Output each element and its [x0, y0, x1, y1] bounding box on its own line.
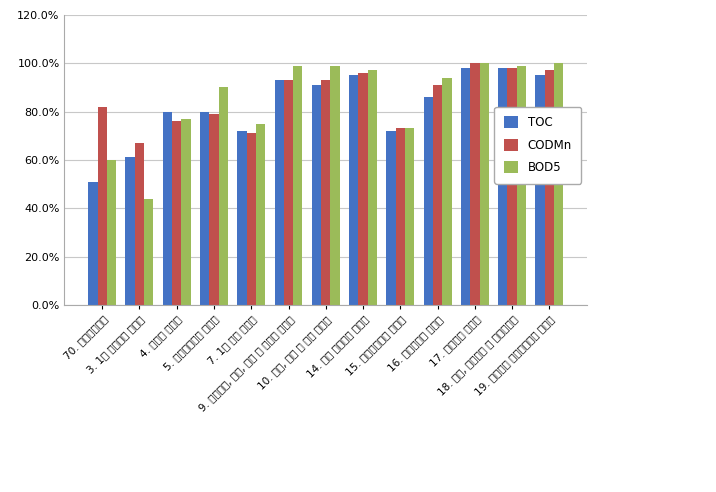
Bar: [181, 119, 190, 305]
Bar: [97, 107, 107, 305]
Bar: [349, 75, 359, 305]
Bar: [536, 75, 545, 305]
Bar: [107, 160, 116, 305]
Legend: TOC, CODMn, BOD5: TOC, CODMn, BOD5: [495, 107, 581, 184]
Bar: [508, 68, 517, 305]
Bar: [311, 85, 321, 305]
Bar: [433, 85, 442, 305]
Bar: [284, 80, 293, 305]
Bar: [274, 80, 284, 305]
Bar: [480, 63, 489, 305]
Bar: [172, 121, 181, 305]
Bar: [246, 133, 256, 305]
Bar: [517, 65, 526, 305]
Bar: [396, 128, 405, 305]
Bar: [321, 80, 331, 305]
Bar: [200, 112, 209, 305]
Bar: [163, 112, 172, 305]
Bar: [545, 70, 554, 305]
Bar: [256, 123, 265, 305]
Bar: [368, 70, 377, 305]
Bar: [135, 143, 144, 305]
Bar: [237, 131, 246, 305]
Bar: [405, 128, 415, 305]
Bar: [125, 157, 135, 305]
Bar: [424, 97, 433, 305]
Bar: [461, 68, 470, 305]
Bar: [470, 63, 480, 305]
Bar: [498, 68, 508, 305]
Bar: [359, 73, 368, 305]
Bar: [218, 88, 228, 305]
Bar: [88, 182, 97, 305]
Bar: [144, 199, 153, 305]
Bar: [442, 78, 452, 305]
Bar: [293, 65, 302, 305]
Bar: [554, 63, 563, 305]
Bar: [331, 65, 340, 305]
Bar: [387, 131, 396, 305]
Bar: [209, 114, 218, 305]
